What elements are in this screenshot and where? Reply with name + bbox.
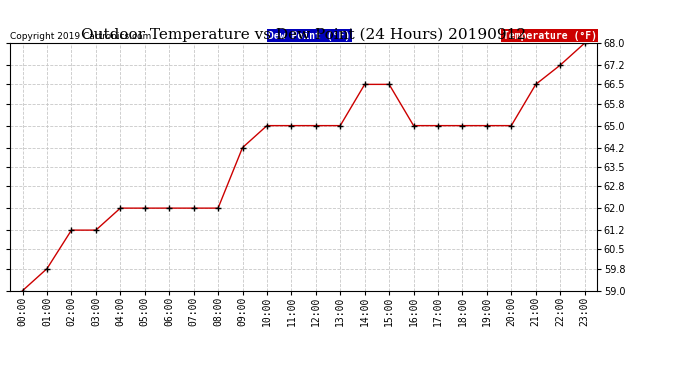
Text: Copyright 2019 Cartronics.com: Copyright 2019 Cartronics.com bbox=[10, 32, 152, 40]
Title: Outdoor Temperature vs Dew Point (24 Hours) 20190912: Outdoor Temperature vs Dew Point (24 Hou… bbox=[81, 28, 526, 42]
Text: Temperature (°F): Temperature (°F) bbox=[503, 31, 597, 40]
Text: Dew Point (°F): Dew Point (°F) bbox=[268, 31, 351, 40]
